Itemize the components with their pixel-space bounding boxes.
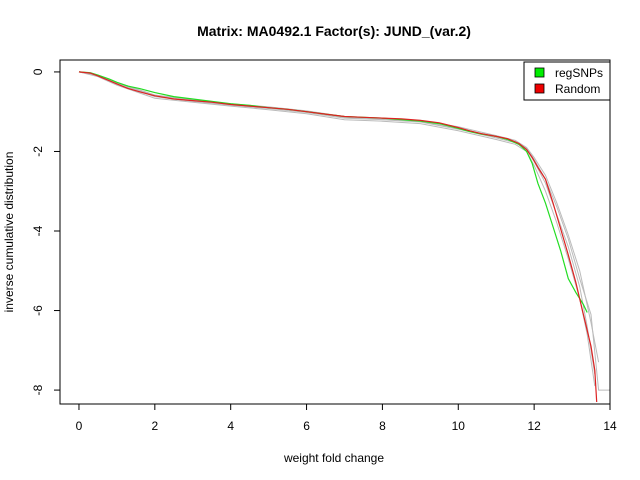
x-tick-label: 14 — [603, 419, 617, 433]
x-tick-label: 10 — [452, 419, 466, 433]
y-tick-label: -6 — [31, 305, 45, 316]
x-tick-label: 4 — [227, 419, 234, 433]
y-axis-label: inverse cumulative distribution — [2, 152, 16, 313]
x-axis: 0 2 4 6 8 10 12 14 — [76, 404, 617, 433]
plot-frame — [59, 59, 611, 405]
y-tick-label: -4 — [31, 225, 45, 236]
x-axis-label: weight fold change — [283, 451, 384, 465]
series-line-regsnps — [78, 71, 588, 313]
x-tick-label: 8 — [379, 419, 386, 433]
y-axis: 0 -2 -4 -6 -8 — [31, 68, 60, 395]
series-line-replicate-4 — [78, 71, 596, 387]
legend-label-random: Random — [555, 82, 600, 96]
y-tick-label: 0 — [31, 68, 45, 75]
y-tick-label: -2 — [31, 146, 45, 157]
legend-swatch-regsnps — [534, 67, 545, 78]
x-tick-label: 6 — [303, 419, 310, 433]
x-tick-label: 12 — [527, 419, 541, 433]
legend: regSNPs Random — [523, 61, 611, 101]
x-tick-label: 0 — [76, 419, 83, 433]
series-line-replicate-2 — [78, 71, 596, 375]
x-tick-label: 2 — [151, 419, 158, 433]
chart-title: Matrix: MA0492.1 Factor(s): JUND_(var.2) — [197, 23, 471, 39]
legend-label-regsnps: regSNPs — [555, 66, 603, 80]
series-layer — [78, 71, 610, 403]
y-tick-label: -8 — [31, 384, 45, 395]
series-line-random — [78, 71, 598, 403]
legend-swatch-random — [534, 83, 545, 94]
